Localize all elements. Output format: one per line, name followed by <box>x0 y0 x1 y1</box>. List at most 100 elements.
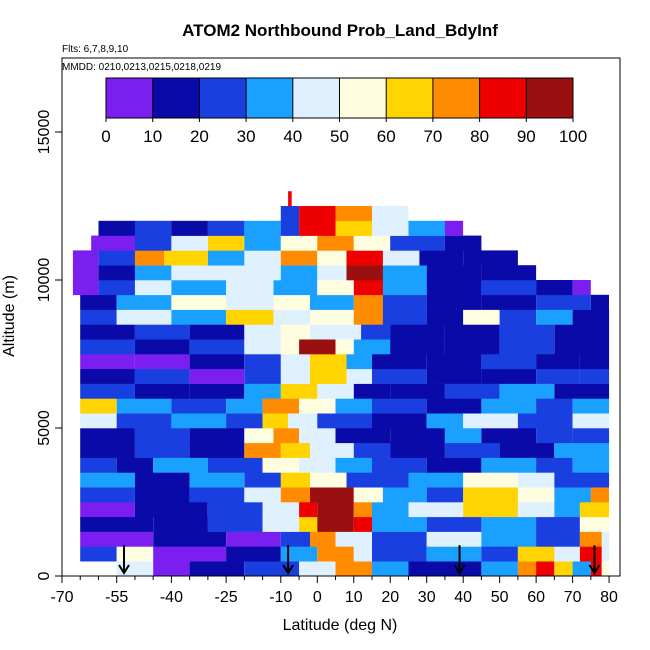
heatmap-cell <box>554 339 610 355</box>
heatmap-cell <box>317 546 354 562</box>
heatmap-cell <box>299 206 336 222</box>
heatmap-cell <box>226 280 274 296</box>
heatmap-cell <box>346 472 372 488</box>
heatmap-cell <box>499 324 555 340</box>
colorbar-swatch <box>246 78 294 118</box>
heatmap-cell <box>226 265 281 281</box>
heatmap-cell <box>80 487 135 503</box>
dates-subtitle: MMDD: 0210,0213,0215,0218,0219 <box>62 62 221 73</box>
arrow-icon <box>588 545 601 575</box>
colorbar-swatch <box>199 78 247 118</box>
heatmap-cell <box>353 442 391 458</box>
heatmap-cell <box>390 442 445 458</box>
heatmap-cell <box>273 294 310 310</box>
y-axis-label: Altitude (m) <box>1 275 18 357</box>
heatmap-cell <box>426 487 464 503</box>
chart-title: ATOM2 Northbound Prob_Land_BdyInf <box>182 21 498 40</box>
heatmap-cell <box>299 428 336 444</box>
flights-subtitle: Flts: 6,7,8,9,10 <box>62 44 129 55</box>
heatmap-cell <box>353 339 391 355</box>
heatmap-cell <box>536 561 555 577</box>
heatmap-cell <box>499 339 555 355</box>
heatmap-cell <box>536 457 573 473</box>
heatmap-cell <box>372 368 427 384</box>
heatmap-cell <box>80 531 154 547</box>
y-tick-label: 0 <box>36 571 53 580</box>
heatmap-cell <box>189 487 245 503</box>
heatmap-cell <box>408 502 464 518</box>
heatmap-cell <box>310 309 354 325</box>
heatmap-cell <box>444 442 500 458</box>
heatmap-cell <box>153 457 208 473</box>
heatmap-cell <box>481 428 537 444</box>
heatmap-cell <box>372 472 409 488</box>
heatmap-cell <box>207 220 245 236</box>
heatmap-cell <box>444 428 482 444</box>
heatmap-cell <box>116 561 154 577</box>
heatmap-cell <box>335 339 354 355</box>
heatmap-cell <box>372 502 409 518</box>
heatmap-cell <box>444 383 500 399</box>
heatmap-cell <box>310 531 336 547</box>
heatmap-cell <box>554 472 610 488</box>
heatmap-cell <box>536 428 573 444</box>
colorbar-tick-label: 70 <box>423 127 442 146</box>
heatmap-cell <box>372 413 427 429</box>
heatmap-cell <box>189 368 245 384</box>
x-tick-label: -55 <box>105 589 128 606</box>
heatmap-cell <box>134 339 190 355</box>
heatmap-cell <box>353 235 391 251</box>
heatmap-cell <box>244 442 281 458</box>
heatmap-cell <box>481 531 537 547</box>
heatmap-cell <box>189 561 245 577</box>
heatmap-cell <box>353 516 372 532</box>
heatmap-cell <box>80 383 135 399</box>
heatmap-cell <box>244 250 281 266</box>
heatmap-cell <box>390 428 445 444</box>
heatmap-cell <box>244 220 281 236</box>
heatmap-cell <box>426 368 482 384</box>
colorbar-tick-label: 60 <box>377 127 396 146</box>
x-tick-label: 60 <box>527 589 545 606</box>
heatmap-cell <box>481 368 537 384</box>
heatmap-cell <box>134 472 190 488</box>
heatmap-cell <box>481 398 537 414</box>
heatmap-cell <box>426 516 482 532</box>
heatmap-cells <box>72 191 610 577</box>
heatmap-cell <box>273 280 318 296</box>
heatmap-cell <box>171 413 227 429</box>
heatmap-cell <box>189 354 245 370</box>
heatmap-cell <box>499 309 537 325</box>
heatmap-cell <box>517 487 555 503</box>
heatmap-cell <box>517 561 537 577</box>
heatmap-cell <box>481 546 518 562</box>
colorbar-swatch <box>152 78 200 118</box>
heatmap-cell <box>590 294 609 310</box>
colorbar-swatch <box>386 78 434 118</box>
heatmap-cell <box>353 280 383 296</box>
heatmap-cell <box>372 531 427 547</box>
heatmap-cell <box>273 428 299 444</box>
heatmap-cell <box>572 398 610 414</box>
heatmap-cell <box>408 561 482 577</box>
heatmap-cell <box>372 206 409 222</box>
heatmap-cell <box>444 339 500 355</box>
colorbar: 0 10 20 30 40 50 60 70 80 90 100 <box>101 77 587 146</box>
heatmap-cell <box>572 561 591 577</box>
colorbar-swatch <box>479 78 527 118</box>
heatmap-cell <box>310 324 336 340</box>
heatmap-cell <box>372 457 427 473</box>
heatmap-cell <box>134 235 172 251</box>
heatmap-cell <box>426 280 482 296</box>
heatmap-cell <box>536 368 580 384</box>
heatmap-cell <box>189 383 245 399</box>
heatmap-cell <box>280 235 318 251</box>
heatmap-cell <box>226 546 281 562</box>
heatmap-cell <box>317 413 372 429</box>
heatmap-cell <box>372 561 409 577</box>
heatmap-cell <box>91 235 135 251</box>
heatmap-cell <box>310 472 347 488</box>
heatmap-cell <box>335 206 372 222</box>
heatmap-cell <box>463 472 518 488</box>
heatmap-cell <box>244 428 274 444</box>
